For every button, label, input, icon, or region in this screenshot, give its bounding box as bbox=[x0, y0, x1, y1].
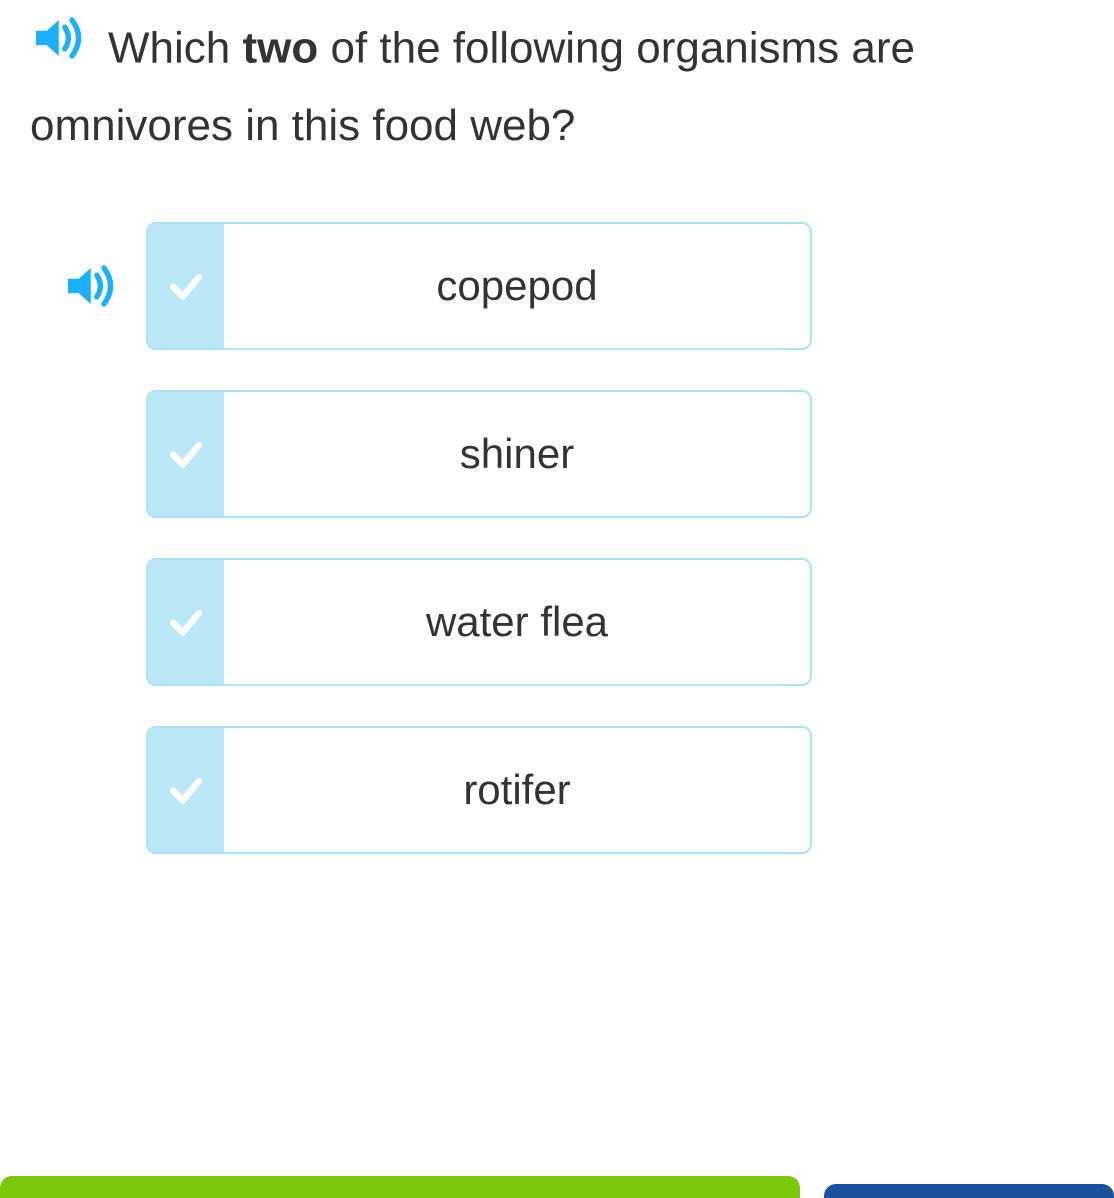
question-bold: two bbox=[242, 23, 318, 72]
check-icon bbox=[166, 770, 206, 810]
check-icon bbox=[166, 434, 206, 474]
bottom-bars bbox=[0, 1176, 1114, 1198]
checkbox-area bbox=[148, 728, 224, 852]
question-prefix: Which bbox=[108, 23, 242, 72]
option-shiner[interactable]: shiner bbox=[146, 390, 812, 518]
option-label: copepod bbox=[224, 224, 810, 348]
checkbox-area bbox=[148, 224, 224, 348]
option-label: rotifer bbox=[224, 728, 810, 852]
option-water-flea[interactable]: water flea bbox=[146, 558, 812, 686]
checkbox-area bbox=[148, 560, 224, 684]
speaker-icon[interactable] bbox=[30, 8, 90, 89]
option-label: shiner bbox=[224, 392, 810, 516]
check-icon bbox=[166, 266, 206, 306]
option-speaker-icon[interactable] bbox=[60, 256, 146, 316]
options-container: copepod shiner bbox=[30, 222, 1084, 854]
checkbox-area bbox=[148, 392, 224, 516]
option-row: water flea bbox=[60, 558, 1084, 686]
check-icon bbox=[166, 602, 206, 642]
option-label: water flea bbox=[224, 560, 810, 684]
option-row: shiner bbox=[60, 390, 1084, 518]
question-text: Which two of the following organisms are… bbox=[30, 10, 1084, 162]
bar-blue[interactable] bbox=[824, 1184, 1114, 1198]
option-row: rotifer bbox=[60, 726, 1084, 854]
option-copepod[interactable]: copepod bbox=[146, 222, 812, 350]
bar-green[interactable] bbox=[0, 1176, 800, 1198]
question-area: Which two of the following organisms are… bbox=[0, 0, 1114, 854]
option-row: copepod bbox=[60, 222, 1084, 350]
option-rotifer[interactable]: rotifer bbox=[146, 726, 812, 854]
